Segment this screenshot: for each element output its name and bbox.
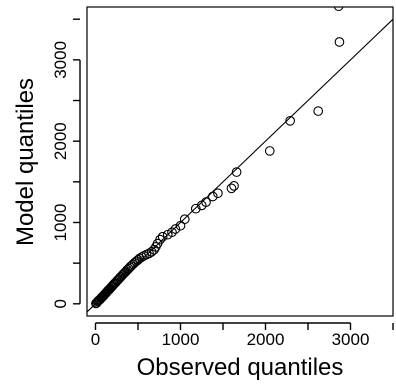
data-point [226, 183, 237, 194]
x-axis-title: Observed quantiles [137, 354, 344, 381]
data-point [285, 115, 296, 126]
data-point [264, 146, 275, 156]
y-axis-title: Model quantiles [12, 78, 39, 246]
data-point [144, 248, 154, 259]
points-group [91, 7, 345, 309]
y-tick-label: 1000 [51, 204, 70, 242]
data-point [167, 227, 177, 238]
data-point [179, 214, 190, 225]
data-point [313, 106, 324, 116]
data-point [229, 181, 239, 191]
x-tick-label: 1000 [162, 330, 200, 349]
data-point [201, 197, 211, 208]
data-point [334, 37, 345, 47]
y-axis: 0 1000 2000 3000 [51, 18, 81, 309]
data-point [207, 191, 218, 202]
plot-frame [86, 6, 394, 317]
data-point [157, 231, 168, 242]
x-tick-label: 0 [91, 330, 100, 349]
data-point [155, 234, 165, 245]
data-point [170, 224, 181, 234]
y-tick-label: 0 [51, 299, 70, 308]
y-tick-label: 2000 [51, 122, 70, 160]
data-point [213, 188, 223, 199]
y-tick-label: 3000 [51, 41, 70, 79]
data-point [333, 7, 344, 12]
data-point [231, 167, 242, 177]
x-tick-label: 2000 [247, 330, 285, 349]
data-point [149, 244, 159, 255]
data-point [190, 203, 201, 214]
x-tick-label: 3000 [332, 330, 370, 349]
x-axis: 0 1000 2000 3000 [91, 322, 394, 349]
